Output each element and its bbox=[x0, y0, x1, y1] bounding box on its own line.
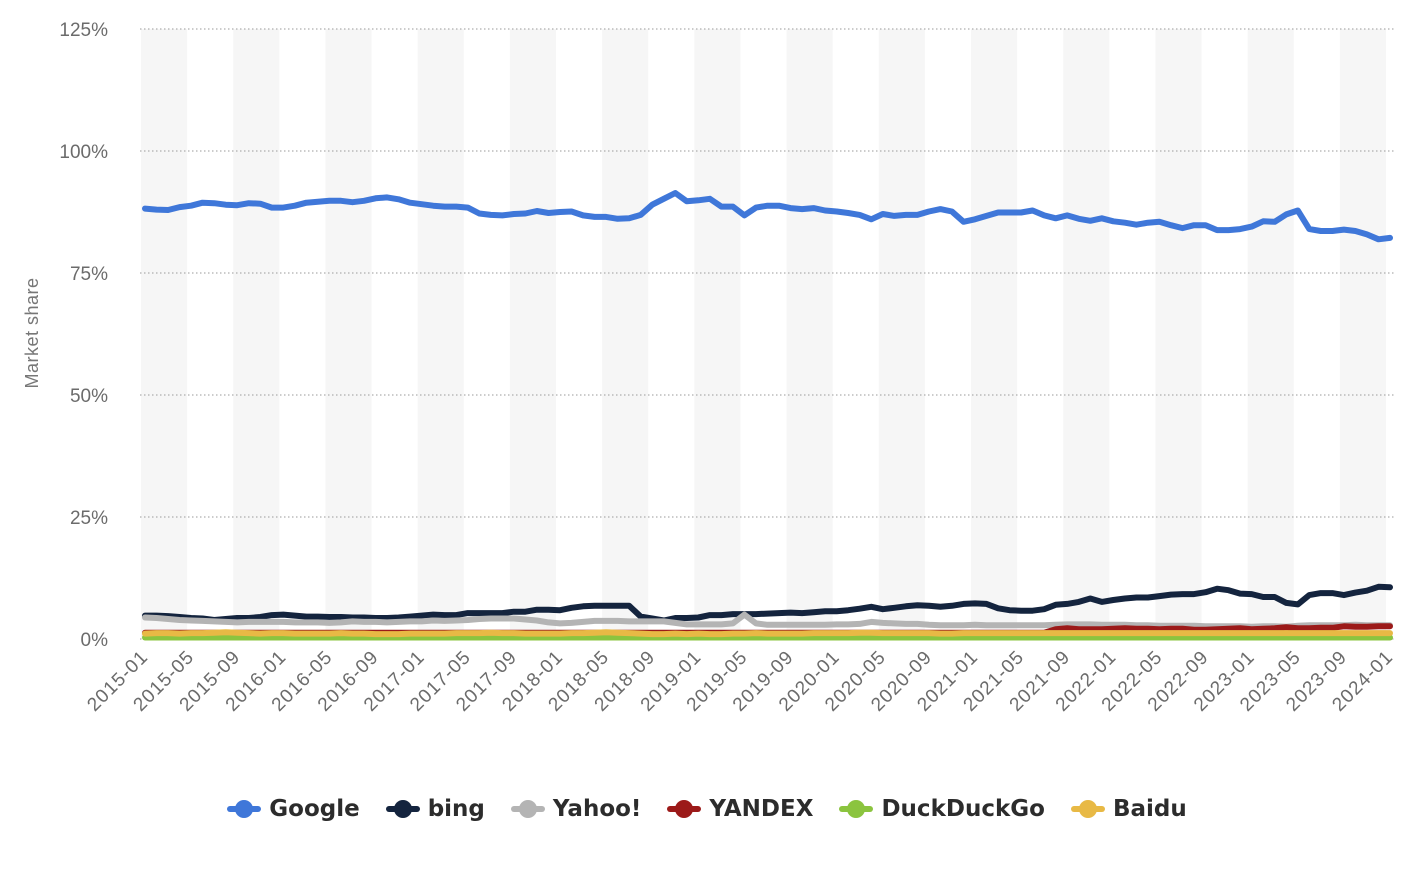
column-band bbox=[1155, 29, 1202, 639]
column-bands bbox=[141, 29, 1386, 639]
legend-label: Google bbox=[269, 796, 360, 822]
column-band bbox=[786, 29, 833, 639]
legend-item[interactable]: DuckDuckGo bbox=[839, 796, 1045, 822]
y-tick-label: 75% bbox=[70, 264, 108, 285]
legend-item[interactable]: bing bbox=[385, 796, 485, 822]
legend-label: Baidu bbox=[1112, 796, 1187, 822]
series-lines bbox=[142, 190, 1393, 641]
legend-swatch-icon bbox=[839, 800, 874, 818]
column-band bbox=[325, 29, 372, 639]
series-line-google bbox=[142, 190, 1393, 243]
column-band bbox=[1339, 29, 1386, 639]
y-tick-label: 100% bbox=[59, 142, 108, 163]
market-share-line-chart: 0% 25% 50% 75% 100% 125% Market share 2015-01… bbox=[22, 20, 1398, 716]
legend-label: Yahoo! bbox=[552, 796, 642, 822]
legend-swatch-icon bbox=[1070, 800, 1105, 818]
column-band bbox=[509, 29, 556, 639]
column-band bbox=[1063, 29, 1110, 639]
series-line-baidu bbox=[142, 629, 1393, 638]
legend-label: DuckDuckGo bbox=[881, 796, 1045, 822]
y-axis-ticks: 0% 25% 50% 75% 100% 125% bbox=[59, 20, 108, 651]
column-band bbox=[602, 29, 649, 639]
legend-swatch-icon bbox=[385, 800, 420, 818]
legend-item[interactable]: Yahoo! bbox=[510, 796, 642, 822]
column-band bbox=[417, 29, 464, 639]
y-tick-label: 25% bbox=[70, 508, 108, 529]
legend-label: YANDEX bbox=[709, 796, 814, 822]
y-tick-label: 50% bbox=[70, 386, 108, 407]
legend-label: bing bbox=[427, 796, 485, 822]
legend-swatch-icon bbox=[510, 800, 545, 818]
y-axis-label: Market share bbox=[22, 277, 42, 388]
legend-item[interactable]: Google bbox=[227, 796, 360, 822]
y-tick-label: 125% bbox=[59, 20, 108, 41]
column-band bbox=[141, 29, 188, 639]
column-band bbox=[1247, 29, 1294, 639]
series-line-bing bbox=[142, 583, 1393, 624]
legend-item[interactable]: Baidu bbox=[1070, 796, 1187, 822]
legend-swatch-icon bbox=[667, 800, 702, 818]
legend-item[interactable]: YANDEX bbox=[667, 796, 813, 822]
column-band bbox=[694, 29, 741, 639]
legend-swatch-icon bbox=[227, 800, 262, 818]
x-axis-ticks: 2015-012015-052015-092016-012016-052016-… bbox=[83, 647, 1397, 716]
column-band bbox=[233, 29, 280, 639]
chart-legend: Google bing Yahoo! YANDEX DuckDuckGo Baidu bbox=[0, 796, 1414, 822]
y-tick-label: 0% bbox=[81, 630, 109, 651]
column-band bbox=[878, 29, 925, 639]
column-band bbox=[971, 29, 1018, 639]
